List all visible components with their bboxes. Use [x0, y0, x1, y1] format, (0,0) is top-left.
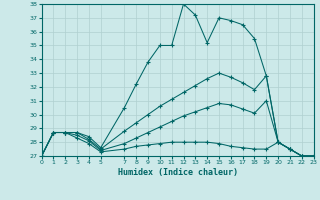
X-axis label: Humidex (Indice chaleur): Humidex (Indice chaleur): [118, 168, 237, 177]
